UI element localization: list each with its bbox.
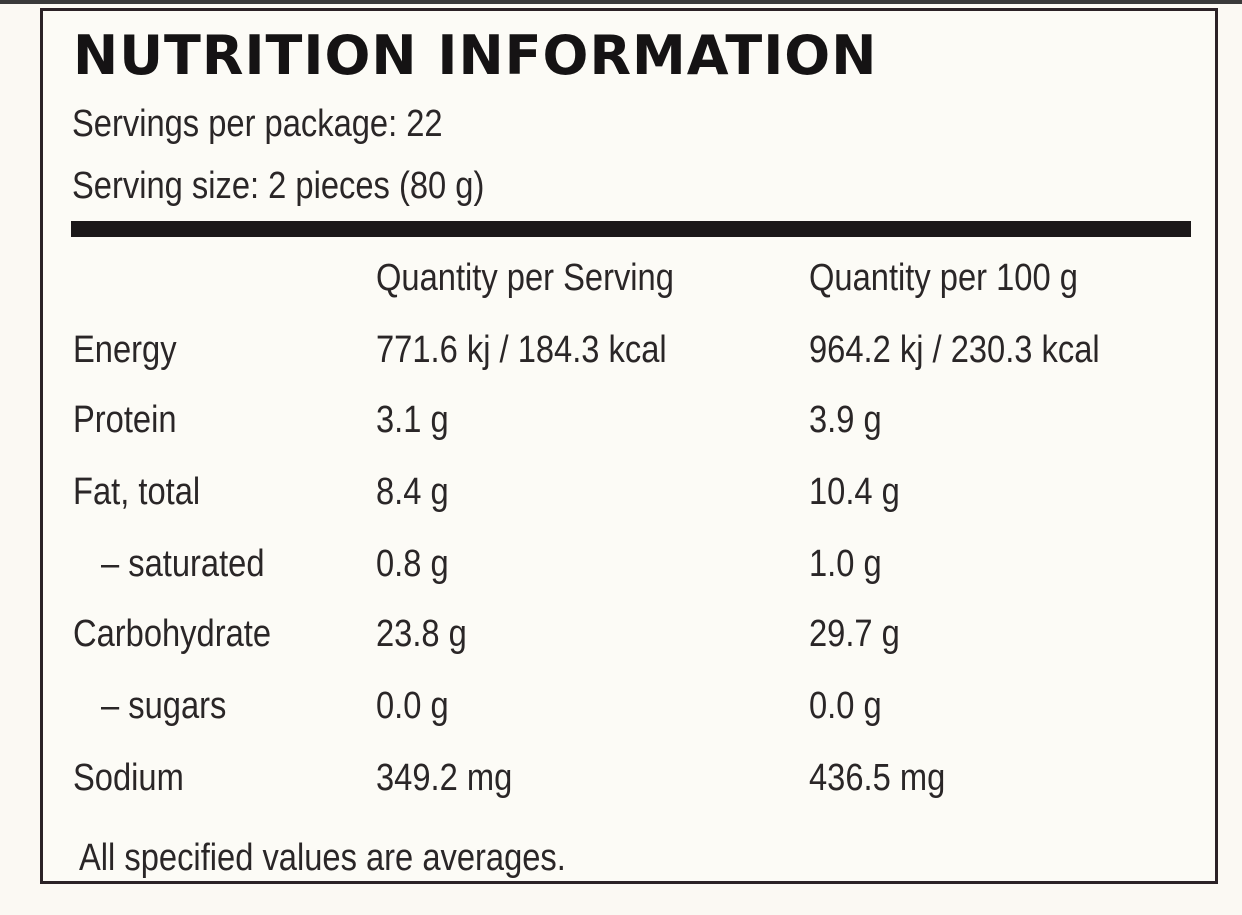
fat-total-per-100g: 10.4 g [809,471,900,513]
sodium-per-100g: 436.5 mg [809,757,946,799]
row-label-protein: Protein [73,399,177,441]
carbohydrate-per-100g: 29.7 g [809,613,900,655]
averages-footnote: All specified values are averages. [79,837,566,879]
energy-per-100g: 964.2 kj / 230.3 kcal [809,329,1100,371]
protein-per-100g: 3.9 g [809,399,882,441]
servings-per-package: Servings per package: 22 [72,103,443,145]
nutrition-panel: NUTRITION INFORMATION Servings per packa… [40,8,1218,884]
sugars-per-serving: 0.0 g [376,685,449,727]
row-label-energy: Energy [73,329,177,371]
energy-per-serving: 771.6 kj / 184.3 kcal [376,329,667,371]
heavy-divider-rule [71,221,1191,237]
protein-per-serving: 3.1 g [376,399,449,441]
panel-title: NUTRITION INFORMATION [73,24,878,87]
row-label-carbohydrate: Carbohydrate [73,613,272,655]
saturated-per-100g: 1.0 g [809,543,882,585]
row-label-saturated: – saturated [101,543,265,585]
row-label-sodium: Sodium [73,757,184,799]
sugars-per-100g: 0.0 g [809,685,882,727]
top-edge-strip [0,0,1242,4]
fat-total-per-serving: 8.4 g [376,471,449,513]
column-header-per-100g: Quantity per 100 g [809,257,1078,299]
carbohydrate-per-serving: 23.8 g [376,613,467,655]
column-header-per-serving: Quantity per Serving [376,257,674,299]
row-label-fat-total: Fat, total [73,471,201,513]
serving-size: Serving size: 2 pieces (80 g) [72,165,485,207]
row-label-sugars: – sugars [101,685,227,727]
saturated-per-serving: 0.8 g [376,543,449,585]
sodium-per-serving: 349.2 mg [376,757,513,799]
